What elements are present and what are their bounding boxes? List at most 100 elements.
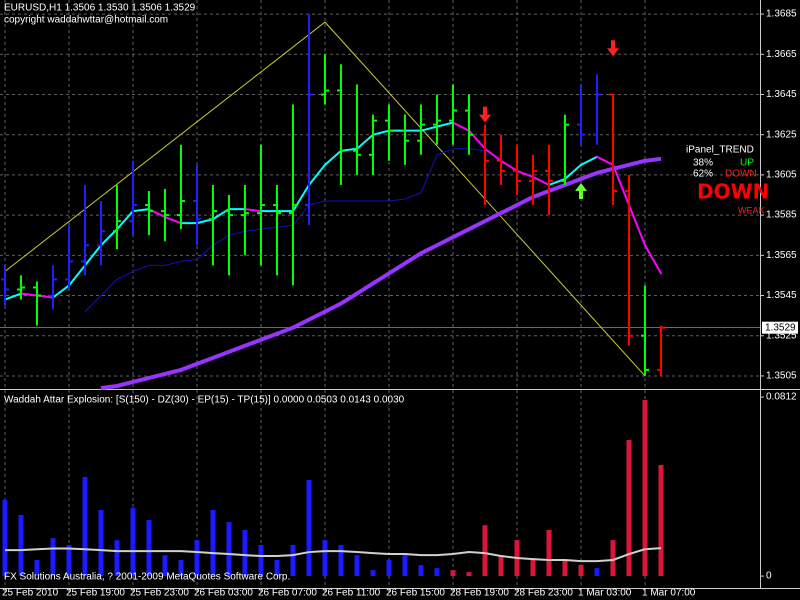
- histogram-bar: [658, 464, 664, 577]
- histogram-bar: [546, 530, 552, 577]
- ma-segment: [532, 175, 550, 186]
- y-tick-label: 1.3625: [766, 129, 797, 140]
- ma-segment: [612, 163, 630, 207]
- last-price-label: 1.3529: [765, 322, 796, 333]
- ma-segment: [84, 244, 102, 267]
- histogram-bar: [402, 555, 408, 577]
- ma-segment: [308, 163, 326, 186]
- histogram-bar: [594, 568, 600, 577]
- ma-segment: [324, 149, 342, 166]
- ma-segment: [116, 210, 134, 231]
- panel-title: iPanel_TREND: [686, 145, 754, 156]
- histogram-bar: [258, 545, 264, 577]
- y-tick-label: 1.3645: [766, 89, 797, 100]
- histogram-bar: [242, 530, 248, 577]
- panel-strength: WEAK: [738, 205, 765, 215]
- x-tick-label: 26 Feb 07:00: [258, 588, 317, 599]
- y-tick-label: 0: [766, 571, 772, 582]
- ma-segment: [132, 208, 150, 213]
- ma-segment: [420, 125, 438, 132]
- histogram-bar: [338, 545, 344, 577]
- ma-segment: [244, 208, 262, 213]
- x-tick-label: 25 Feb 2010: [2, 588, 59, 599]
- ma-segment: [436, 121, 454, 128]
- ma-segment: [356, 133, 374, 150]
- ma-segment: [372, 129, 390, 136]
- histogram-bar: [354, 555, 360, 577]
- histogram-bar: [274, 559, 280, 577]
- panel-up-pct: 38%: [693, 158, 713, 169]
- ma-segment: [52, 284, 70, 299]
- y-tick-label: 1.3545: [766, 290, 797, 301]
- y-tick-label: 1.3605: [766, 170, 797, 181]
- histogram-bar: [642, 399, 648, 577]
- histogram-bar: [50, 538, 56, 577]
- y-tick-label: 1.3585: [766, 210, 797, 221]
- histogram-bar: [290, 545, 296, 577]
- line-series: [84, 148, 486, 312]
- ma-segment: [20, 292, 38, 297]
- line-series: [5, 547, 662, 563]
- histogram-bar: [530, 559, 536, 577]
- histogram-bar: [98, 509, 104, 577]
- histogram-bar: [498, 555, 504, 577]
- histogram-bar: [482, 525, 488, 577]
- y-tick-label: 1.3505: [766, 371, 797, 382]
- histogram-bar: [386, 559, 392, 577]
- copyright: copyright waddahwttar@hotmail.com: [4, 15, 168, 26]
- line-series: [100, 156, 662, 390]
- histogram-bar: [450, 570, 456, 577]
- histogram-bar: [66, 545, 72, 577]
- histogram-bar: [194, 540, 200, 577]
- chart-title: EURUSD,H1 1.3506 1.3530 1.3506 1.3529: [4, 3, 196, 14]
- panel-up: UP: [740, 158, 754, 169]
- last-price-box: [762, 321, 798, 334]
- histogram-bar: [306, 479, 312, 577]
- ma-segment: [452, 121, 470, 132]
- histogram-bar: [2, 500, 8, 577]
- histogram-bar: [82, 476, 88, 577]
- histogram-bar: [34, 559, 40, 577]
- histogram-bar: [370, 570, 376, 577]
- ma-segment: [68, 264, 86, 287]
- signal-arrow: [607, 40, 619, 57]
- signal-arrow: [575, 182, 587, 199]
- ma-segment: [292, 183, 310, 213]
- x-tick-label: 25 Feb 19:00: [66, 588, 125, 599]
- histogram-bar: [466, 572, 472, 577]
- histogram-bar: [18, 515, 24, 577]
- ma-segment: [644, 244, 662, 275]
- platform-note: FX Solutions Australia, ? 2001-2009 Meta…: [4, 572, 290, 583]
- histogram-bar: [130, 507, 136, 577]
- histogram-bar: [210, 509, 216, 577]
- y-tick-label: 0.0812: [766, 392, 797, 403]
- histogram-bar: [162, 555, 168, 577]
- signal-arrow: [479, 106, 491, 123]
- ma-segment: [4, 292, 22, 301]
- y-tick-label: 1.3685: [766, 9, 797, 20]
- x-tick-label: 26 Feb 11:00: [322, 588, 381, 599]
- x-tick-label: 25 Feb 23:00: [130, 588, 189, 599]
- histogram-bar: [626, 440, 632, 577]
- histogram-bar: [562, 559, 568, 577]
- ma-segment: [580, 155, 598, 166]
- ma-segment: [596, 155, 614, 166]
- x-tick-label: 1 Mar 03:00: [578, 588, 632, 599]
- ma-segment: [628, 204, 646, 247]
- histogram-bar: [322, 540, 328, 577]
- histogram-bar: [226, 522, 232, 577]
- y-tick-label: 1.3565: [766, 250, 797, 261]
- x-tick-label: 1 Mar 07:00: [642, 588, 696, 599]
- histogram-bar: [114, 540, 120, 577]
- ma-segment: [468, 129, 486, 150]
- panel-down: DOWN: [725, 169, 757, 180]
- ma-segment: [484, 147, 502, 162]
- ma-segment: [500, 159, 518, 172]
- y-tick-label: 1.3665: [766, 49, 797, 60]
- ma-segment: [548, 177, 566, 186]
- ma-segment: [564, 163, 582, 180]
- ma-segment: [516, 169, 534, 178]
- indicator-title: Waddah Attar Explosion: [S(150) - DZ(30)…: [4, 395, 405, 406]
